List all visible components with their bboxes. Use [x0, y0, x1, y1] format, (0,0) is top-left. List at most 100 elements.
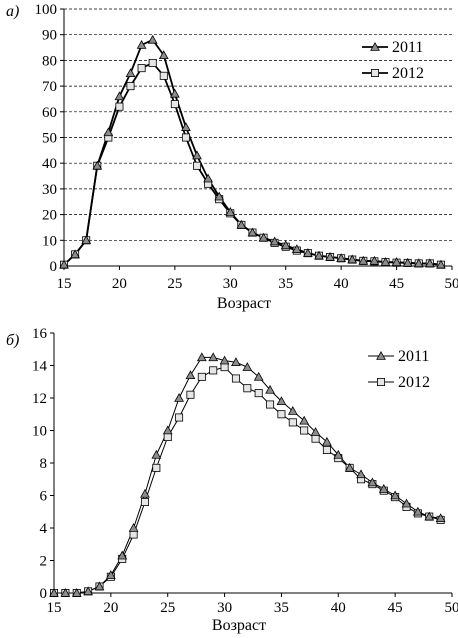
data-point-2011: [181, 122, 191, 131]
panel-label: а): [6, 3, 19, 20]
data-point-2011: [258, 232, 269, 242]
data-point-2011: [436, 259, 446, 269]
x-tick-label: 30: [223, 276, 238, 292]
y-tick-label: 40: [42, 156, 57, 172]
data-point-2011: [347, 254, 358, 264]
data-point-2011: [169, 88, 180, 98]
legend-label-2012: 2012: [398, 374, 430, 391]
legend-marker-2012: [370, 69, 379, 78]
y-tick-label: 80: [42, 53, 57, 69]
data-point-2012: [322, 445, 331, 454]
legend-marker-2012: [376, 377, 385, 386]
data-point-2011: [219, 355, 230, 365]
x-tick-label: 45: [388, 600, 403, 616]
data-point-2012: [129, 530, 138, 539]
x-tick-label: 15: [57, 276, 72, 292]
data-point-2011: [114, 91, 125, 101]
y-tick-label: 10: [42, 233, 57, 249]
x-tick-label: 20: [112, 276, 127, 292]
panel-label: б): [6, 332, 19, 349]
data-point-2012: [181, 133, 190, 142]
data-point-2011: [174, 392, 184, 402]
data-point-2012: [193, 161, 202, 170]
data-point-2011: [60, 587, 71, 597]
data-point-2011: [203, 173, 213, 183]
data-point-2011: [225, 207, 236, 216]
data-point-2011: [369, 255, 380, 265]
data-point-2011: [231, 357, 241, 367]
data-point-2011: [314, 250, 324, 260]
data-point-2011: [390, 490, 401, 500]
data-point-2012: [288, 418, 297, 427]
y-tick-label: 10: [32, 424, 47, 440]
data-point-2012: [148, 58, 157, 67]
data-point-2012: [254, 389, 263, 398]
data-point-2011: [59, 259, 69, 269]
data-point-2011: [413, 506, 423, 516]
data-point-2012: [163, 432, 172, 441]
data-point-2011: [333, 449, 344, 459]
series-line-2011: [54, 356, 441, 594]
chart-panel-a: а) 0 10 20 30 40 50 60 70 80 90 100 15 20 25 30 35 40 45 50…: [6, 2, 458, 312]
legend-label-2012: 2012: [392, 65, 424, 82]
data-point-2011: [214, 191, 225, 201]
data-point-2011: [303, 248, 313, 257]
data-point-2011: [287, 405, 298, 415]
data-point-2012: [243, 384, 252, 393]
data-point-2011: [247, 227, 258, 237]
data-point-2011: [81, 235, 92, 245]
data-point-2011: [367, 477, 378, 487]
data-point-2012: [277, 410, 286, 419]
y-tick-label: 30: [42, 182, 57, 198]
y-tick-label: 100: [35, 2, 58, 18]
data-point-2011: [299, 415, 310, 425]
y-tick-label: 14: [32, 359, 48, 375]
data-point-2012: [140, 497, 149, 506]
data-point-2011: [356, 469, 366, 479]
data-point-2012: [300, 426, 309, 435]
data-point-2011: [336, 253, 347, 263]
y-tick-label: 16: [32, 326, 48, 342]
data-point-2011: [242, 362, 253, 371]
data-point-2011: [401, 498, 412, 508]
data-point-2011: [253, 371, 264, 381]
data-point-2011: [424, 258, 435, 268]
x-tick-label: 50: [445, 600, 458, 616]
data-point-2011: [325, 251, 335, 261]
x-axis-label: Возраст: [212, 617, 266, 634]
data-point-2011: [196, 352, 207, 362]
x-tick-label: 35: [274, 600, 289, 616]
x-tick-label: 50: [445, 276, 458, 292]
data-point-2012: [126, 82, 135, 91]
data-point-2011: [208, 352, 219, 362]
x-tick-label: 15: [47, 600, 62, 616]
data-point-2012: [197, 372, 206, 381]
data-point-2011: [280, 240, 291, 250]
data-point-2011: [136, 39, 147, 49]
y-tick-label: 2: [40, 554, 48, 570]
data-point-2011: [49, 587, 59, 597]
data-point-2012: [220, 363, 229, 372]
data-point-2011: [276, 396, 287, 406]
chart-panel-b: б) 0 2 4 6 8 10 12 14 16 15 20 25 30 35 40 45 50 Возраст 20…: [6, 326, 458, 634]
y-tick-label: 20: [42, 208, 57, 224]
y-tick-label: 4: [40, 521, 48, 537]
data-point-2011: [402, 257, 413, 267]
x-tick-label: 40: [331, 600, 346, 616]
data-point-2011: [269, 236, 280, 246]
data-point-2012: [311, 434, 320, 443]
data-point-2011: [291, 244, 302, 254]
data-point-2011: [344, 462, 355, 472]
x-tick-label: 25: [167, 276, 182, 292]
y-tick-label: 8: [40, 456, 48, 472]
data-point-2011: [265, 384, 275, 394]
data-point-2011: [322, 436, 332, 446]
data-point-2011: [310, 427, 321, 436]
data-point-2012: [137, 64, 146, 73]
data-point-2012: [152, 463, 161, 472]
data-point-2012: [209, 366, 218, 375]
data-point-2011: [128, 522, 139, 532]
data-point-2011: [125, 68, 136, 78]
y-tick-label: 12: [32, 391, 47, 407]
data-point-2012: [159, 71, 168, 80]
